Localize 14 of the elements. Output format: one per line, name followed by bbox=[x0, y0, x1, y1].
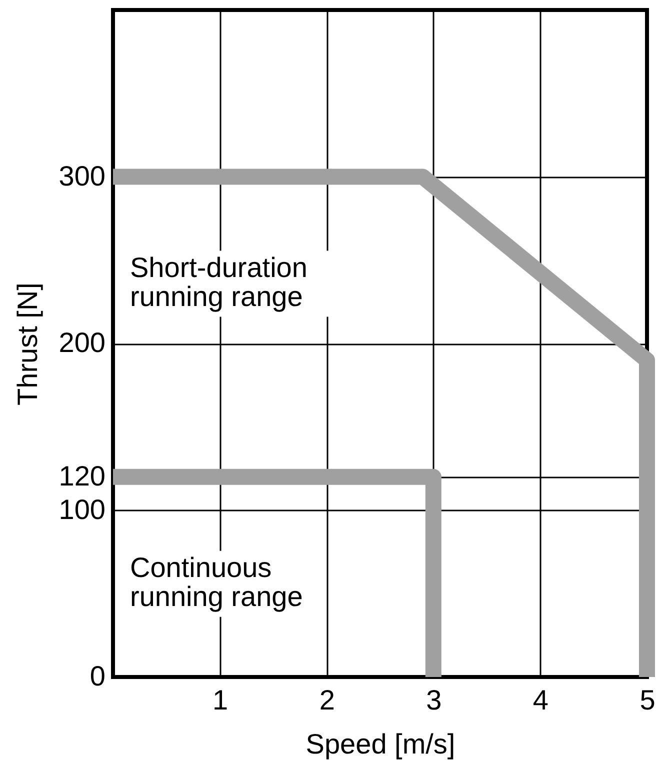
x-tick-label: 5 bbox=[640, 684, 656, 716]
x-tick-label: 2 bbox=[319, 684, 335, 716]
y-tick-label: 300 bbox=[58, 160, 106, 192]
text: Short-duration running range bbox=[130, 252, 308, 312]
y-tick-label: 120 bbox=[58, 460, 106, 492]
x-tick-label: 4 bbox=[532, 684, 548, 716]
x-tick-label: 3 bbox=[426, 684, 442, 716]
y-tick-label: 0 bbox=[90, 660, 106, 692]
y-tick-label: 100 bbox=[58, 494, 106, 525]
x-axis-title: Speed [m/s] bbox=[306, 728, 456, 760]
y-axis-title: Thrust [N] bbox=[12, 282, 43, 406]
y-tick-label: 200 bbox=[58, 327, 106, 358]
text: Continuous running range bbox=[130, 552, 303, 612]
x-tick-label: 1 bbox=[212, 684, 228, 716]
